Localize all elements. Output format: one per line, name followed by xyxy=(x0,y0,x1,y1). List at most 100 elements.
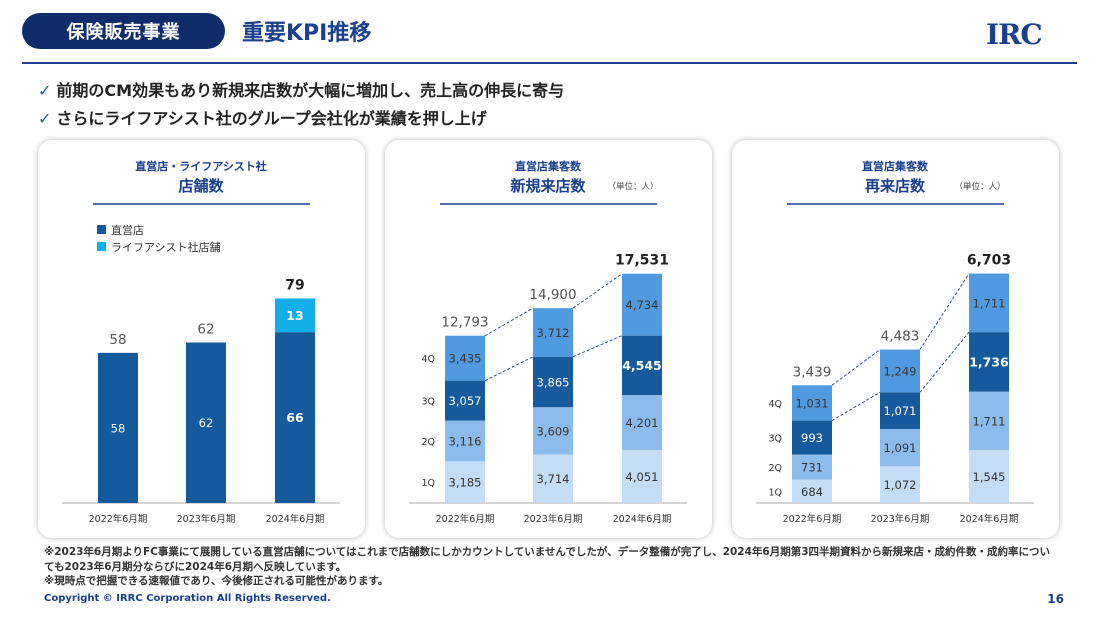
bar-value-label: 1,031 xyxy=(796,396,829,410)
bar-segment xyxy=(275,332,315,503)
bar-value-label: 1,072 xyxy=(884,478,917,492)
bar-segment xyxy=(969,273,1009,333)
bar-value-label: 4,734 xyxy=(626,298,659,312)
x-tick-label: 2022年6月期 xyxy=(436,513,495,525)
chart-title: 新規来店数 xyxy=(510,177,586,195)
bar-segment xyxy=(533,308,573,357)
x-tick-label: 2023年6月期 xyxy=(177,513,236,525)
chart-title: 店舗数 xyxy=(178,177,224,195)
quarter-label: 2Q xyxy=(768,463,782,474)
company-logo: IRC xyxy=(986,18,1043,51)
bar-value-label: 4,545 xyxy=(622,358,662,373)
bar-value-label: 1,091 xyxy=(884,441,917,455)
bar-value-label: 62 xyxy=(199,416,214,430)
chart-unit-label: （単位：人） xyxy=(954,181,1005,192)
check-icon: ✓ xyxy=(38,81,52,100)
bar-value-label: 993 xyxy=(801,431,823,445)
bar-value-label: 1,249 xyxy=(884,364,917,378)
chart-subtitle: 直営店集客数 xyxy=(862,159,929,173)
bar-value-label: 1,711 xyxy=(973,296,1006,310)
chart-subtitle: 直営店集客数 xyxy=(515,159,582,173)
bar-value-label: 3,714 xyxy=(537,472,570,486)
bar-segment xyxy=(792,385,832,421)
bar-value-label: 3,865 xyxy=(537,375,570,389)
section-pill: 保険販売事業 xyxy=(22,13,225,49)
bar-total-label: 4,483 xyxy=(881,329,920,345)
bar-value-label: 1,711 xyxy=(973,414,1006,428)
bar-segment xyxy=(622,335,662,396)
x-tick-label: 2022年6月期 xyxy=(89,513,148,525)
quarter-label: 1Q xyxy=(421,478,435,489)
bar-value-label: 1,545 xyxy=(973,470,1006,484)
chart-title: 再来店数 xyxy=(865,177,926,195)
bar-segment xyxy=(792,420,832,455)
bar-value-label: 731 xyxy=(801,461,823,475)
x-tick-label: 2024年6月期 xyxy=(960,513,1019,525)
bullet-item: ✓ 前期のCM効果もあり新規来店数が大幅に増加し、売上高の伸長に寄与 xyxy=(38,78,564,106)
x-tick-label: 2024年6月期 xyxy=(613,513,672,525)
bar-segment xyxy=(533,407,573,455)
chart-unit-label: （単位：人） xyxy=(607,181,658,192)
bar-segment xyxy=(969,450,1009,503)
check-icon: ✓ xyxy=(38,109,52,128)
x-tick-label: 2022年6月期 xyxy=(783,513,842,525)
summary-bullets: ✓ 前期のCM効果もあり新規来店数が大幅に増加し、売上高の伸長に寄与 ✓ さらにライ… xyxy=(38,78,564,134)
footnote: ※2023年6月期よりFC事業にて展開している直営店舗についてはこれまで店舗数に… xyxy=(44,546,1051,573)
chart-card-new-visitors: 直営店集客数 新規来店数 （単位：人） 2022年6月期 2023年6月期 2024年6月… xyxy=(385,140,712,538)
trend-connector-line xyxy=(919,331,970,393)
bar-value-label: 66 xyxy=(286,410,304,425)
bar-segment xyxy=(622,450,662,503)
quarter-label: 3Q xyxy=(421,397,435,408)
bar-segment xyxy=(969,391,1009,451)
bar-segment xyxy=(880,349,920,393)
quarter-label: 4Q xyxy=(768,399,782,410)
chart-card-repeat-visitors: 直営店集客数再来店数 （単位：人） 2022年6月期 2023年6月期 2024年6月期… xyxy=(732,140,1059,538)
bar-segment xyxy=(445,380,485,421)
bullet-text: 前期のCM効果もあり新規来店数が大幅に増加し、売上高の伸長に寄与 xyxy=(56,81,565,100)
bar-value-label: 58 xyxy=(111,421,126,435)
legend-swatch xyxy=(97,242,106,251)
bar-value-label: 4,051 xyxy=(626,470,659,484)
bar-value-label: 3,435 xyxy=(449,352,482,366)
bar-segment xyxy=(880,428,920,467)
bar-value-label: 3,057 xyxy=(449,394,482,408)
legend-label: ライフアシスト社店舗 xyxy=(111,240,221,254)
legend-label: 直営店 xyxy=(111,223,144,237)
bar-total-label: 12,793 xyxy=(441,315,488,331)
quarter-label: 3Q xyxy=(768,434,782,445)
bar-segment xyxy=(622,273,662,336)
copyright: Copyright © IRRC Corporation All Rights … xyxy=(44,593,331,604)
bar-segment xyxy=(792,479,832,503)
chart-card-store-count: 直営店・ライフアシスト社 店舗数 2022年6月期 2023年6月期 2024年6月期 5… xyxy=(38,140,365,538)
x-tick-label: 2024年6月期 xyxy=(266,513,325,525)
bar-total-label: 79 xyxy=(285,277,304,293)
bar-value-label: 3,609 xyxy=(537,424,570,438)
bar-total-label: 3,439 xyxy=(793,364,832,380)
trend-connector-line xyxy=(919,273,970,350)
bar-segment xyxy=(880,392,920,429)
quarter-label: 4Q xyxy=(421,354,435,365)
bar-segment xyxy=(445,335,485,381)
quarter-label: 2Q xyxy=(421,437,435,448)
trend-connector-line xyxy=(831,391,881,421)
page-title: 重要KPI推移 xyxy=(242,21,372,46)
header-divider xyxy=(22,62,1077,64)
bar-segment xyxy=(98,352,138,503)
trend-connector-line xyxy=(831,349,881,386)
bar-total-label: 14,900 xyxy=(529,287,576,303)
trend-connector-line xyxy=(484,356,534,382)
bar-segment xyxy=(533,356,573,408)
bar-value-label: 684 xyxy=(801,485,823,499)
footnote: ※現時点で把握できる速報値であり、今後修正される可能性があります。 xyxy=(44,575,389,587)
trend-connector-line xyxy=(572,273,623,309)
x-tick-label: 2023年6月期 xyxy=(871,513,930,525)
bar-total-label: 58 xyxy=(109,332,126,348)
bar-segment xyxy=(792,454,832,480)
page-number: 16 xyxy=(1047,592,1064,606)
bar-segment xyxy=(533,454,573,503)
bar-value-label: 1,736 xyxy=(969,354,1009,369)
